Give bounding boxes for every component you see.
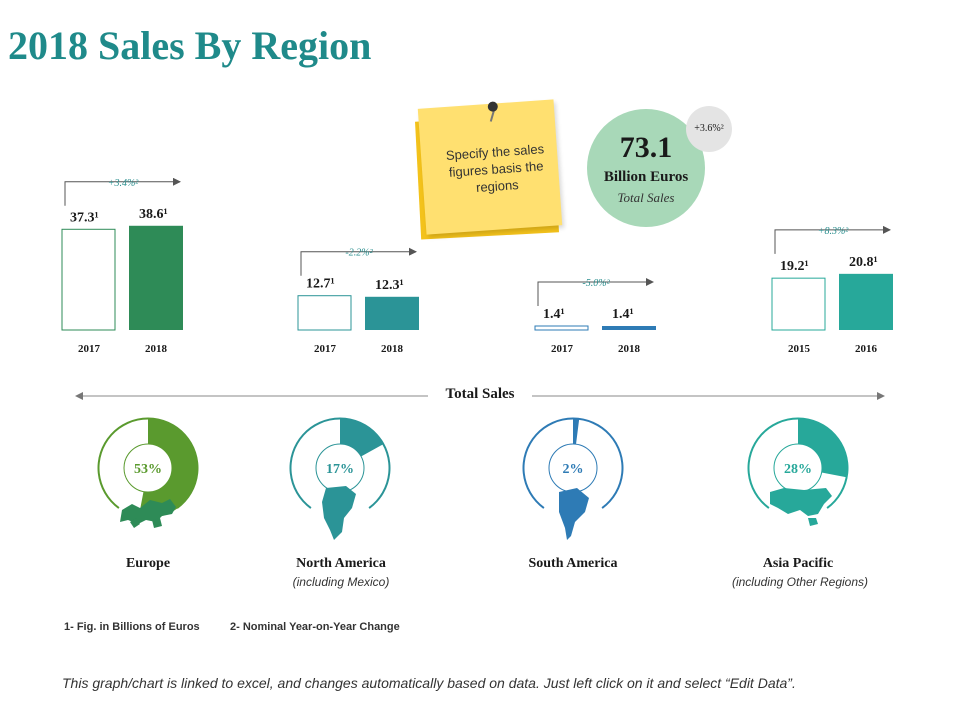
- change-arrow: [774, 225, 891, 254]
- bar-group-north-america[interactable]: 12.7¹ 2017 12.3¹ 2018 -2.2%²: [297, 247, 419, 355]
- total-sales-value: 73.1: [619, 131, 673, 164]
- change-label: -5.0%²: [582, 278, 610, 289]
- region-name-asia-pacific: Asia Pacific: [762, 556, 834, 571]
- bar-charts[interactable]: 37.3¹ 2017 38.6¹ 2018 +3.4%² 12.7¹ 2017 12.3¹ 20…: [0, 0, 960, 380]
- donut-outer-ring: [97, 417, 199, 509]
- bar-category-label: 2017: [78, 343, 101, 355]
- bar-category-label: 2018: [145, 343, 168, 355]
- donut-outer-ring: [289, 417, 391, 509]
- donut-share-wedge: [340, 418, 384, 457]
- bar-group-europe[interactable]: 37.3¹ 2017 38.6¹ 2018 +3.4%²: [61, 177, 183, 355]
- donut-percent-label: 53%: [134, 462, 162, 477]
- bar[interactable]: [771, 277, 826, 331]
- donut-percent-label: 28%: [784, 462, 812, 477]
- bar[interactable]: [365, 296, 419, 330]
- bar-group-south-america[interactable]: 1.4¹ 2017 1.4¹ 2018 -5.0%²: [534, 278, 656, 355]
- bar-group-asia-pacific[interactable]: 19.2¹ 2015 20.8¹ 2016 +8.3%²: [771, 225, 893, 355]
- donut-center: [773, 443, 823, 493]
- donut-share-wedge: [138, 418, 198, 518]
- bar[interactable]: [534, 325, 589, 331]
- bar-value-label: 20.8¹: [849, 255, 878, 270]
- total-sales-label: Total Sales: [617, 190, 675, 205]
- region-sub-asia-pacific: (including Other Regions): [731, 575, 869, 589]
- bar-category-label: 2016: [855, 343, 878, 355]
- page-title: 2018 Sales By Region: [8, 23, 372, 68]
- donut-outer-ring: [522, 417, 624, 509]
- sticky-note-text: Specify the sales figures basis the regi…: [445, 141, 545, 196]
- region-map-icon: [770, 488, 832, 526]
- total-sales-heading: Total Sales: [428, 386, 532, 403]
- total-change-badge: +3.6%²: [686, 106, 732, 152]
- region-map-icon: [559, 488, 589, 540]
- region-name-europe: Europe: [125, 556, 171, 571]
- change-label: +3.4%²: [108, 178, 140, 189]
- bar-value-label: 12.7¹: [306, 277, 335, 292]
- bar[interactable]: [129, 225, 183, 330]
- pushpin-icon: [487, 101, 499, 112]
- footnote-2: 2- Nominal Year-on-Year Change: [230, 621, 400, 633]
- bar-value-label: 12.3¹: [375, 278, 404, 293]
- bar-value-label: 37.3¹: [70, 210, 99, 225]
- change-label: +8.3%²: [818, 226, 850, 237]
- bar[interactable]: [839, 273, 893, 330]
- donut-center: [548, 443, 598, 493]
- region-name-north-america: North America: [296, 556, 386, 571]
- total-sales-circle: 73.1 Billion Euros Total Sales: [587, 109, 705, 227]
- bar[interactable]: [602, 326, 656, 330]
- donut-europe: 53%: [97, 417, 199, 528]
- donut-center: [123, 443, 173, 493]
- bottom-note: This graph/chart is linked to excel, and…: [62, 675, 796, 691]
- bar-value-label: 38.6¹: [139, 207, 168, 222]
- change-arrow: [64, 177, 181, 206]
- bar-category-label: 2018: [381, 343, 404, 355]
- donut-south-america: 2%: [522, 417, 624, 540]
- bar[interactable]: [61, 228, 116, 331]
- donut-percent-label: 17%: [326, 462, 354, 477]
- bar-value-label: 19.2¹: [780, 259, 809, 274]
- region-map-icon: [322, 486, 356, 540]
- total-sales-unit: Billion Euros: [603, 169, 689, 185]
- bar[interactable]: [297, 295, 352, 331]
- bar-category-label: 2018: [618, 343, 641, 355]
- change-label: -2.2%²: [345, 248, 373, 259]
- bar-category-label: 2017: [551, 343, 574, 355]
- donut-share-wedge: [798, 418, 848, 478]
- region-sub-north-america: (including Mexico): [292, 575, 390, 589]
- change-arrow: [300, 247, 417, 276]
- bar-category-label: 2017: [314, 343, 337, 355]
- bar-value-label: 1.4¹: [612, 307, 634, 322]
- bar-value-label: 1.4¹: [543, 307, 565, 322]
- donut-outer-ring: [747, 417, 849, 509]
- donut-share-wedge: [573, 418, 580, 445]
- sticky-note: Specify the sales figures basis the regi…: [415, 99, 563, 240]
- change-arrow: [537, 278, 654, 306]
- region-map-icon: [120, 499, 176, 528]
- donut-percent-label: 2%: [563, 462, 584, 477]
- footnote-1: 1- Fig. in Billions of Euros: [64, 621, 200, 633]
- donut-center: [315, 443, 365, 493]
- bar-category-label: 2015: [788, 343, 811, 355]
- region-name-south-america: South America: [528, 556, 618, 571]
